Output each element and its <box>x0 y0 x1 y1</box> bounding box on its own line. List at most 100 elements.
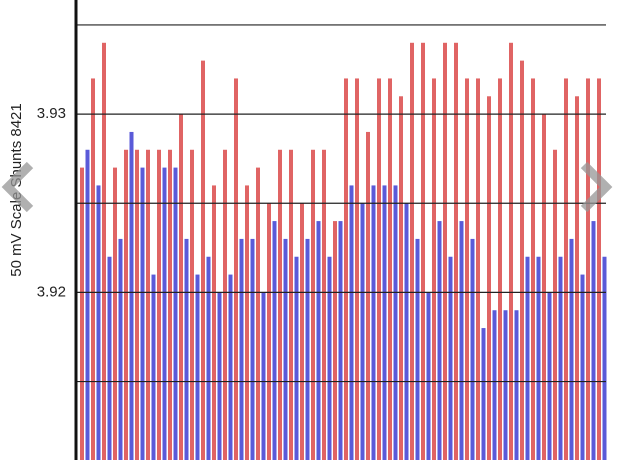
bar <box>195 274 200 460</box>
bar <box>481 328 486 460</box>
bar <box>503 310 508 460</box>
bar <box>157 149 161 460</box>
bar <box>569 238 574 460</box>
next-arrow[interactable] <box>580 161 613 213</box>
bar <box>305 238 310 460</box>
bar <box>355 78 359 460</box>
bar <box>498 78 502 460</box>
bar <box>514 310 519 460</box>
bar <box>344 78 348 460</box>
bar <box>591 221 596 460</box>
bar <box>234 78 238 460</box>
bar <box>465 78 469 460</box>
bar <box>338 221 343 460</box>
bar <box>179 114 183 460</box>
bar <box>476 78 480 460</box>
bar <box>245 185 249 460</box>
bar <box>300 203 304 460</box>
bar <box>96 185 101 460</box>
bar <box>333 221 337 460</box>
bar <box>212 185 216 460</box>
bar <box>459 221 464 460</box>
bar <box>366 131 370 460</box>
y-tick-label: 3.92 <box>37 283 66 300</box>
bar <box>509 42 513 460</box>
bar <box>80 167 84 460</box>
bar <box>437 221 442 460</box>
bar <box>602 256 607 460</box>
bar <box>184 238 189 460</box>
y-tick-label: 3.93 <box>37 105 66 122</box>
bar <box>129 131 134 460</box>
bar <box>283 238 288 460</box>
bar <box>580 274 585 460</box>
bar <box>432 78 436 460</box>
bar <box>140 167 145 460</box>
bar <box>470 238 475 460</box>
bar <box>443 42 447 460</box>
bar <box>404 203 409 460</box>
bar <box>278 149 282 460</box>
bar <box>162 167 167 460</box>
bar <box>228 274 233 460</box>
bar <box>382 185 387 460</box>
bar <box>85 149 90 460</box>
bar <box>575 96 579 460</box>
bar <box>250 238 255 460</box>
bar <box>91 78 95 460</box>
bar <box>377 78 381 460</box>
bar <box>102 42 106 460</box>
bar <box>146 149 150 460</box>
bar <box>542 114 546 460</box>
bar <box>586 78 590 460</box>
bar <box>448 256 453 460</box>
bar <box>492 310 497 460</box>
bar <box>520 60 524 460</box>
bar <box>393 185 398 460</box>
bar <box>316 221 321 460</box>
bar <box>597 78 601 460</box>
bar <box>558 256 563 460</box>
bar <box>190 149 194 460</box>
bar <box>388 78 392 460</box>
bar <box>311 149 315 460</box>
bar <box>113 167 117 460</box>
bar <box>487 96 491 460</box>
bar <box>399 96 403 460</box>
bar <box>168 149 172 460</box>
bar <box>151 274 156 460</box>
bar <box>536 256 541 460</box>
bar <box>454 42 458 460</box>
bar <box>239 238 244 460</box>
bar <box>426 292 431 460</box>
bar <box>371 185 376 460</box>
bar <box>531 78 535 460</box>
bar <box>124 149 128 460</box>
bar <box>272 221 277 460</box>
bar <box>525 256 530 460</box>
bar <box>410 42 414 460</box>
bar <box>118 238 123 460</box>
bar <box>201 60 205 460</box>
bar <box>547 292 552 460</box>
bar <box>289 149 293 460</box>
bar <box>135 149 139 460</box>
bar <box>173 167 178 460</box>
bar <box>107 256 112 460</box>
bar <box>349 185 354 460</box>
bar <box>327 256 332 460</box>
bar <box>261 292 266 460</box>
bar <box>217 292 222 460</box>
bar <box>360 203 365 460</box>
bar <box>256 167 260 460</box>
bar <box>322 149 326 460</box>
prev-arrow[interactable] <box>1 161 34 213</box>
bar <box>223 149 227 460</box>
bar <box>553 149 557 460</box>
bar <box>206 256 211 460</box>
bar <box>267 203 271 460</box>
bar <box>415 238 420 460</box>
bar <box>564 78 568 460</box>
bar <box>294 256 299 460</box>
